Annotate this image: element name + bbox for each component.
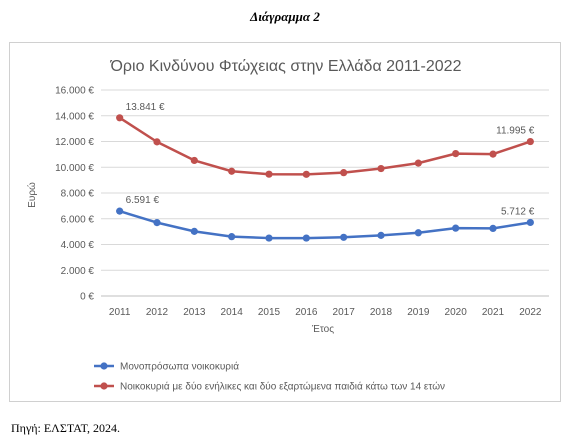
y-tick-label: 2.000 € <box>61 266 95 277</box>
data-point <box>190 156 198 165</box>
x-tick-label: 2021 <box>482 307 505 318</box>
legend: Μονοπρόσωπα νοικοκυριά Νοικοκυριά με δύο … <box>94 361 445 393</box>
x-tick-label: 2011 <box>109 307 131 318</box>
data-point <box>265 170 273 178</box>
x-tick-label: 2015 <box>258 307 281 318</box>
data-point <box>265 234 273 242</box>
legend-label: Νοικοκυριά με δύο ενήλικες και δύο εξαρτ… <box>120 381 445 393</box>
x-tick-label: 2020 <box>445 307 468 318</box>
data-point <box>414 159 422 167</box>
data-point <box>116 114 124 122</box>
x-tick-label: 2022 <box>519 307 542 318</box>
gridlines <box>101 89 549 297</box>
source-note: Πηγή: ΕΛΣΤΑΤ, 2024. <box>11 421 121 435</box>
data-point <box>228 233 236 241</box>
y-tick-label: 0 € <box>80 292 94 303</box>
y-axis-label: Ευρώ <box>26 182 38 208</box>
y-tick-label: 10.000 € <box>55 163 94 174</box>
data-point <box>377 231 385 239</box>
chart-area: Όριο Κινδύνου Φτώχειας στην Ελλάδα 2011-… <box>9 42 561 402</box>
x-tick-label: 2017 <box>333 307 356 318</box>
data-labels: 6.591 € 5.712 € 13.841 € 11.995 € <box>126 102 535 218</box>
y-tick-label: 8.000 € <box>61 189 95 200</box>
data-point <box>526 218 534 227</box>
data-label: 13.841 € <box>126 102 165 113</box>
data-point <box>452 150 460 158</box>
data-point <box>489 224 497 233</box>
x-tick-label: 2018 <box>370 307 393 318</box>
data-point <box>526 137 534 146</box>
legend-marker <box>100 382 108 390</box>
series-lines <box>116 114 534 242</box>
y-tick-label: 6.000 € <box>61 214 95 225</box>
x-tick-label: 2019 <box>407 307 430 318</box>
data-point <box>228 167 236 175</box>
data-point <box>190 227 198 235</box>
series-line <box>119 209 531 240</box>
y-axis-ticks: 0 € 2.000 € 4.000 € 6.000 € 8.000 € 10.000 € 1… <box>55 86 94 303</box>
data-point <box>452 224 460 232</box>
x-tick-label: 2016 <box>295 307 318 318</box>
x-tick-label: 2014 <box>221 307 244 318</box>
data-point <box>116 207 124 215</box>
x-axis-label: Έτος <box>311 324 334 335</box>
legend-marker <box>100 362 108 370</box>
data-point <box>340 233 348 241</box>
line-chart: Όριο Κινδύνου Φτώχειας στην Ελλάδα 2011-… <box>26 58 549 393</box>
data-point <box>340 169 348 177</box>
data-point <box>153 138 161 146</box>
x-axis-ticks: 2011 2012 2013 2014 2015 2016 2017 2018 2019 2020… <box>109 307 542 318</box>
data-point <box>302 234 310 242</box>
figure-heading: Διάγραμμα 2 <box>250 9 320 24</box>
chart-title: Όριο Κινδύνου Φτώχειας στην Ελλάδα 2011-… <box>110 58 462 75</box>
legend-label: Μονοπρόσωπα νοικοκυριά <box>120 361 239 373</box>
x-tick-label: 2012 <box>146 307 169 318</box>
series-line <box>118 116 531 176</box>
data-label: 11.995 € <box>496 126 535 137</box>
data-point <box>377 164 385 173</box>
y-tick-label: 16.000 € <box>55 86 94 97</box>
y-tick-label: 4.000 € <box>61 240 95 251</box>
data-label: 5.712 € <box>501 206 535 217</box>
y-tick-label: 12.000 € <box>55 137 94 148</box>
data-point <box>489 150 497 158</box>
data-point <box>302 170 310 178</box>
data-point <box>414 229 422 237</box>
data-label: 6.591 € <box>126 195 160 206</box>
data-point <box>153 219 161 227</box>
x-tick-label: 2013 <box>183 307 206 318</box>
y-tick-label: 14.000 € <box>55 111 94 122</box>
